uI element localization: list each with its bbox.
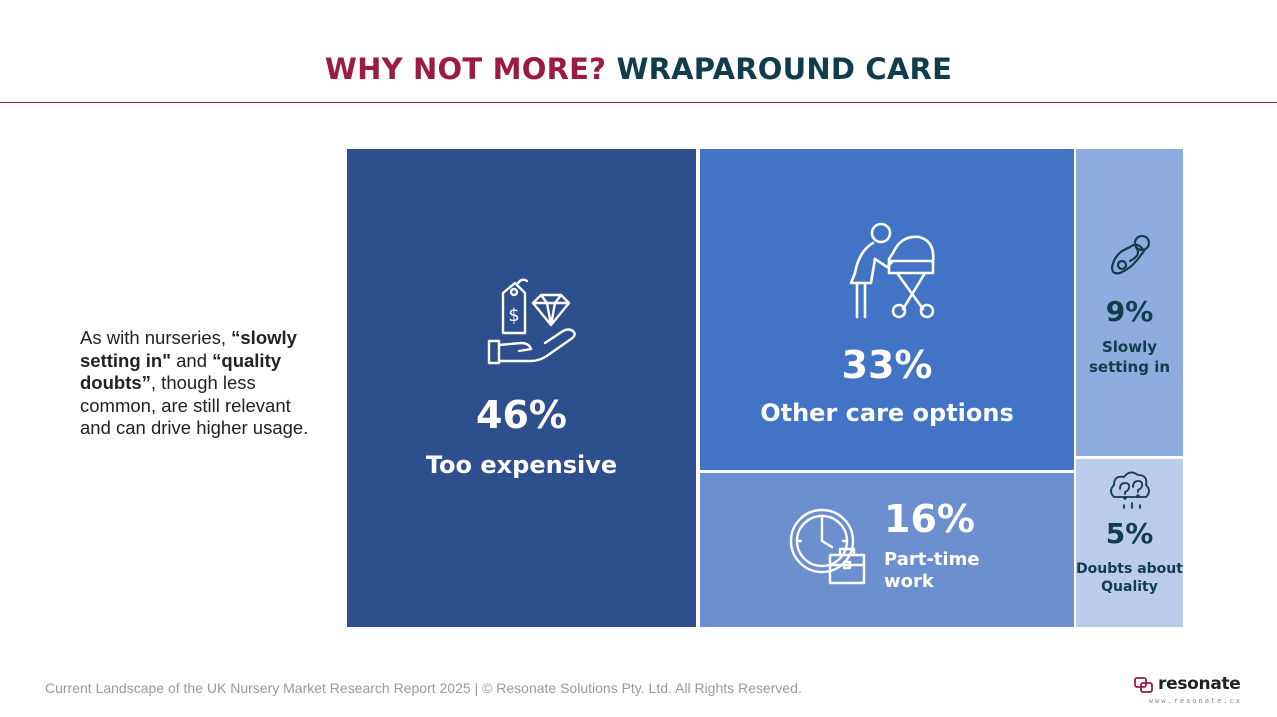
footer-copyright: Current Landscape of the UK Nursery Mark…: [45, 680, 802, 696]
tile-value: 16%: [884, 497, 975, 541]
pacifier-icon: [1110, 234, 1151, 275]
svg-text:$: $: [508, 305, 519, 326]
brand-logo: resonate www.resonate.cx: [1134, 674, 1244, 708]
price-tag-diamond-hand-icon: $: [487, 278, 576, 365]
side-note: As with nurseries, “slowly setting in" a…: [80, 327, 320, 440]
treemap-chart: $ 46% Too expensive 33% Other care optio…: [347, 149, 1183, 627]
side-note-highlight-2: “quality doubts”: [80, 349, 282, 394]
person-with-pram-icon: [849, 222, 935, 319]
tile-part-time-work: 16% Part-time work: [700, 473, 1074, 627]
tile-label: Slowly setting in: [1088, 338, 1171, 376]
page-title: WHY NOT MORE? WRAPAROUND CARE: [0, 52, 1277, 86]
tile-slowly-setting-in: 9% Slowly setting in: [1076, 149, 1183, 456]
brand-url: www.resonate.cx: [1148, 697, 1242, 705]
brand-name: resonate: [1158, 674, 1241, 694]
title-divider: [0, 102, 1277, 103]
tile-doubts-about-quality: 5% Doubts about Quality: [1076, 459, 1183, 627]
tile-label: Part-time work: [884, 549, 980, 592]
tile-value: 5%: [1105, 517, 1154, 550]
tile-label: Too expensive: [425, 451, 618, 479]
side-note-text-3: , though less common, are still relevant…: [80, 372, 309, 438]
tile-value: 46%: [476, 393, 567, 437]
question-cloud-icon: [1110, 471, 1150, 509]
resonate-logo-icon: [1134, 677, 1153, 693]
tile-value: 33%: [841, 343, 933, 387]
side-note-text-1: As with nurseries,: [80, 327, 232, 348]
title-part-2: WRAPAROUND CARE: [616, 52, 953, 86]
tile-value: 9%: [1105, 295, 1154, 328]
tile-other-care-options: 33% Other care options: [700, 149, 1074, 470]
side-note-highlight-1: “slowly setting in": [80, 327, 297, 371]
tile-label: Other care options: [760, 399, 1014, 427]
tile-label: Doubts about Quality: [1076, 561, 1183, 595]
tile-too-expensive: $ 46% Too expensive: [347, 149, 696, 627]
title-part-1: WHY NOT MORE?: [324, 52, 607, 86]
side-note-text-2: and: [171, 349, 213, 371]
clock-briefcase-icon: [789, 508, 866, 585]
